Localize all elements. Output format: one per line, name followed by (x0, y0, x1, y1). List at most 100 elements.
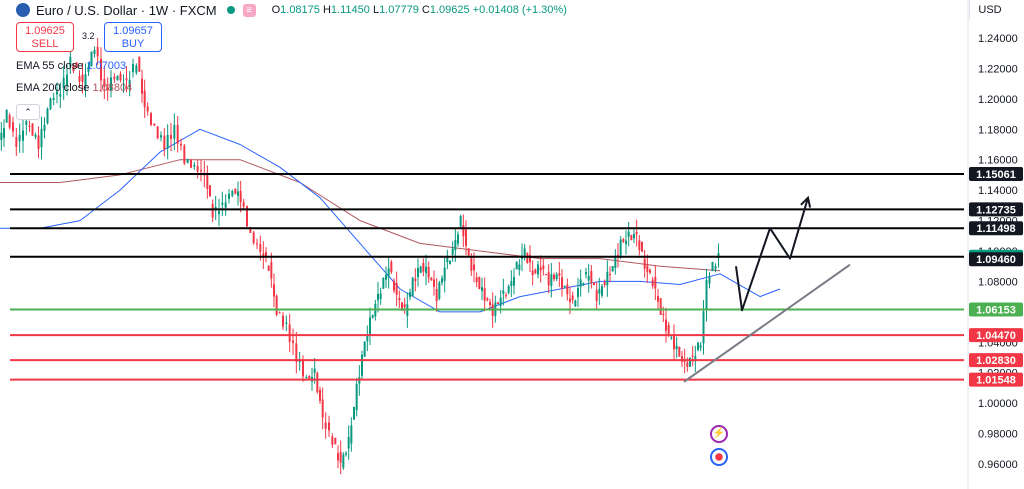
candle-body (617, 255, 619, 257)
projection-arrowhead (800, 195, 812, 208)
candle-body (633, 234, 635, 239)
candle-body (93, 50, 96, 54)
candle-body (507, 286, 510, 293)
candle-body (313, 368, 316, 374)
candle-body (295, 343, 298, 362)
y-tick-label: 1.18000 (978, 124, 1018, 136)
ohlc-readout: O1.08175 H1.11450 L1.07779 C1.09625 +0.0… (272, 4, 567, 16)
level-label-bg (969, 202, 1023, 217)
close-label: C (421, 4, 430, 16)
candle-body (566, 284, 569, 295)
currency-selector[interactable]: USD (969, 0, 1010, 20)
ema55-legend[interactable]: EMA 55 close 1.07003 (16, 60, 126, 72)
candle-body (37, 135, 40, 150)
buy-price: 1.09657 (113, 25, 153, 37)
candle-body (475, 277, 478, 283)
collapse-legend-icon[interactable]: ⌃ (16, 104, 40, 120)
candle-body (619, 239, 622, 256)
ema200-legend[interactable]: EMA 200 close 1.08804 (16, 82, 132, 94)
level-label: 1.09460 (976, 254, 1016, 266)
candle-body (5, 109, 8, 123)
candle-body (285, 322, 288, 324)
candle-body (15, 137, 18, 147)
candle-body (371, 315, 374, 318)
candle-body (328, 422, 330, 431)
candle-body (539, 267, 542, 271)
candle-body (478, 276, 481, 289)
candle-body (116, 75, 119, 81)
candle-body (711, 261, 714, 272)
candle-body (505, 295, 507, 297)
candle-body (486, 298, 489, 301)
candle-body (122, 83, 125, 85)
candle-body (46, 108, 49, 124)
sell-button[interactable]: 1.09625 SELL (16, 22, 74, 52)
y-tick-label: 1.16000 (978, 155, 1018, 167)
candle-body (542, 265, 545, 270)
candle-body (438, 282, 441, 299)
candle-body (446, 257, 449, 262)
candle-body (502, 290, 505, 294)
candle-body (345, 453, 347, 455)
candle-body (52, 98, 55, 101)
candle-body (132, 64, 134, 73)
trend-line (683, 263, 851, 383)
candle-body (673, 335, 675, 350)
indicators-menu-icon[interactable]: ≡ (242, 3, 256, 17)
candle-body (176, 124, 179, 144)
candle-body (308, 375, 311, 380)
candle-body (106, 87, 109, 91)
candle-body (40, 128, 43, 148)
candle-body (510, 281, 513, 286)
candle-body (691, 355, 694, 357)
candle-body (705, 279, 708, 311)
projection-path (735, 197, 809, 312)
spread-value: 3.2 (82, 31, 95, 41)
currency-flag-icon (16, 3, 30, 17)
candle-body (678, 346, 681, 357)
candle-body (385, 274, 387, 280)
ema55-value: 1.07003 (86, 60, 127, 72)
candle-body (288, 324, 291, 342)
candle-body (467, 248, 470, 256)
candle-body (234, 188, 237, 194)
candle-body (163, 135, 166, 149)
candle-body (190, 159, 192, 168)
candle-body (100, 58, 102, 81)
event-marker-icon[interactable] (710, 448, 728, 466)
candle-body (292, 340, 294, 343)
candle-body (78, 75, 81, 82)
candle-body (702, 311, 705, 344)
candle-body (483, 288, 486, 301)
symbol-title[interactable]: Euro / U.S. Dollar · 1W · FXCM (36, 2, 217, 18)
candle-body (262, 253, 265, 257)
candle-body (135, 65, 138, 73)
candle-body (635, 231, 638, 235)
candle-body (515, 261, 518, 270)
candle-body (579, 279, 582, 287)
buy-button[interactable]: 1.09657 BUY (104, 22, 162, 52)
candle-body (353, 406, 355, 420)
candle-body (590, 270, 593, 283)
sell-price: 1.09625 (25, 25, 65, 37)
candle-body (382, 277, 385, 289)
candle-body (170, 134, 172, 139)
candle-body (529, 254, 531, 263)
candle-body (302, 360, 304, 377)
close-value: 1.09625 (429, 4, 470, 16)
candle-body (193, 164, 196, 167)
candle-body (337, 453, 339, 461)
candle-body (81, 74, 84, 82)
candle-body (462, 225, 465, 237)
candle-body (401, 302, 403, 311)
low-label: L (372, 4, 380, 16)
change-value: +0.01408 (+1.30%) (472, 4, 567, 16)
candle-body (435, 288, 438, 302)
candle-body (553, 274, 555, 280)
flash-icon[interactable]: ⚡ (710, 425, 728, 443)
candle-body (411, 277, 414, 296)
candle-body (183, 145, 186, 164)
candle-body (166, 134, 169, 149)
candle-body (150, 113, 152, 125)
